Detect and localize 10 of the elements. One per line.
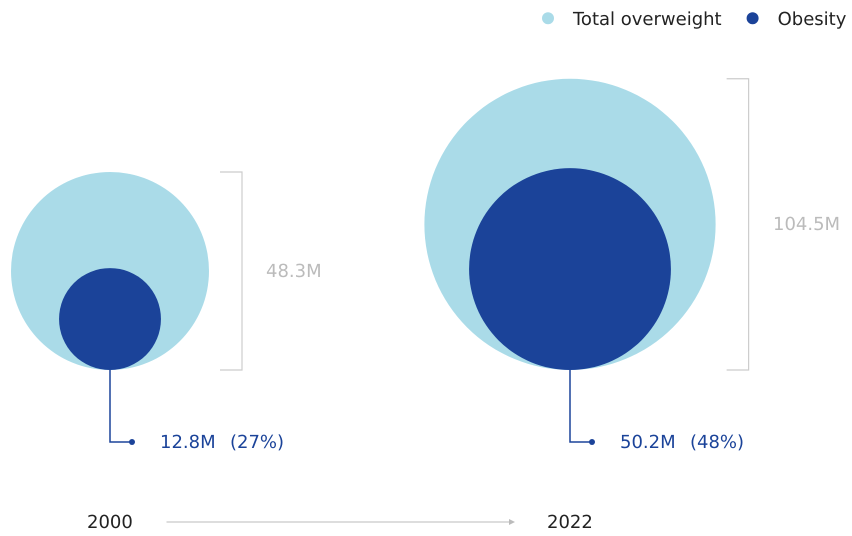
category-label: 2022 <box>547 512 593 533</box>
text: (48%) <box>690 432 744 453</box>
data-label: 104.5M <box>773 214 840 235</box>
category-label: 2000 <box>87 512 133 533</box>
data-label: 48.3M <box>266 261 322 282</box>
legend-label: Total overweight <box>572 9 722 30</box>
data-label: 12.8M <box>160 432 216 453</box>
legend-label: Obesity <box>778 9 847 30</box>
text: (27%) <box>230 432 284 453</box>
data-label: 50.2M <box>620 432 676 453</box>
